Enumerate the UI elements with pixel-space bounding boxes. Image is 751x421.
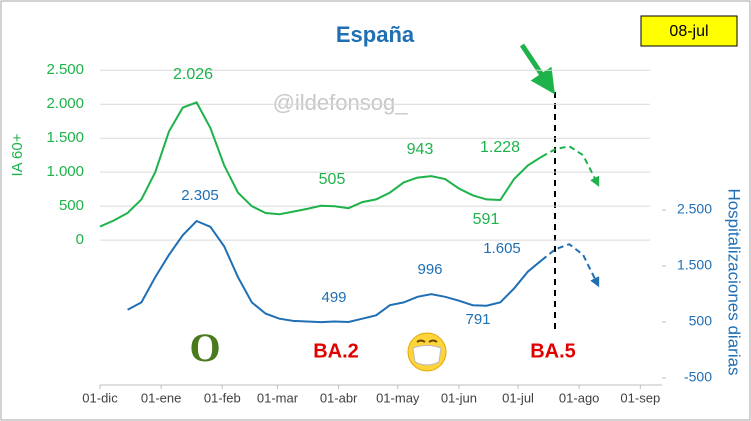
x-tick-label: 01-sep [620,390,660,405]
annotation: 2.305 [181,187,219,204]
series-line [99,101,543,228]
y-tick-label: 1.000 [46,163,84,180]
series-line [127,219,543,324]
mask-emoji [407,332,447,372]
x-tick-label: 01-jun [441,390,477,405]
annotation: BA.2 [313,340,359,362]
annotation: 791 [465,311,490,328]
annotation: 1.228 [480,139,520,156]
date-box-text: 08-jul [669,23,708,40]
y-axis-title: IA 60+ [9,133,26,176]
series-line [541,145,600,187]
x-tick-label: 01-ene [141,390,181,405]
annotation: 591 [473,211,500,228]
x-tick-label: 01-abr [320,390,358,405]
annotation: 499 [321,289,346,306]
x-tick-label: 01-mar [257,390,299,405]
x-tick-label: 01-jul [502,390,534,405]
x-tick-label: 01-may [376,390,420,405]
y-tick-label: 0 [76,231,84,248]
watermark: @ildefonsog_ [273,90,409,115]
y2-axis-title: Hospitalizaciones diarias [725,188,744,375]
annotation: BA.5 [530,340,576,362]
y2-tick-label: 1.500 [677,257,712,273]
annotation: 1.605 [483,240,521,257]
y-tick-label: 500 [59,197,84,214]
annotation: 2.026 [173,66,213,83]
y2-tick-label: -500 [684,369,712,385]
y2-tick-label: 500 [689,313,713,329]
series-line [541,243,600,288]
annotation: O [189,325,220,370]
y-tick-label: 1.500 [46,129,84,146]
x-tick-label: 01-feb [204,390,241,405]
x-tick-label: 01-ago [559,390,599,405]
pointer-arrow [519,43,555,95]
y2-tick-label: 2.500 [677,201,712,217]
y-tick-label: 2.500 [46,61,84,78]
chart-title: España [336,22,415,47]
annotation: 996 [417,261,442,278]
x-tick-label: 01-dic [82,390,118,405]
date-box [640,15,738,47]
y-tick-label: 2.000 [46,95,84,112]
annotation: 943 [407,141,434,158]
annotation: 505 [319,171,346,188]
